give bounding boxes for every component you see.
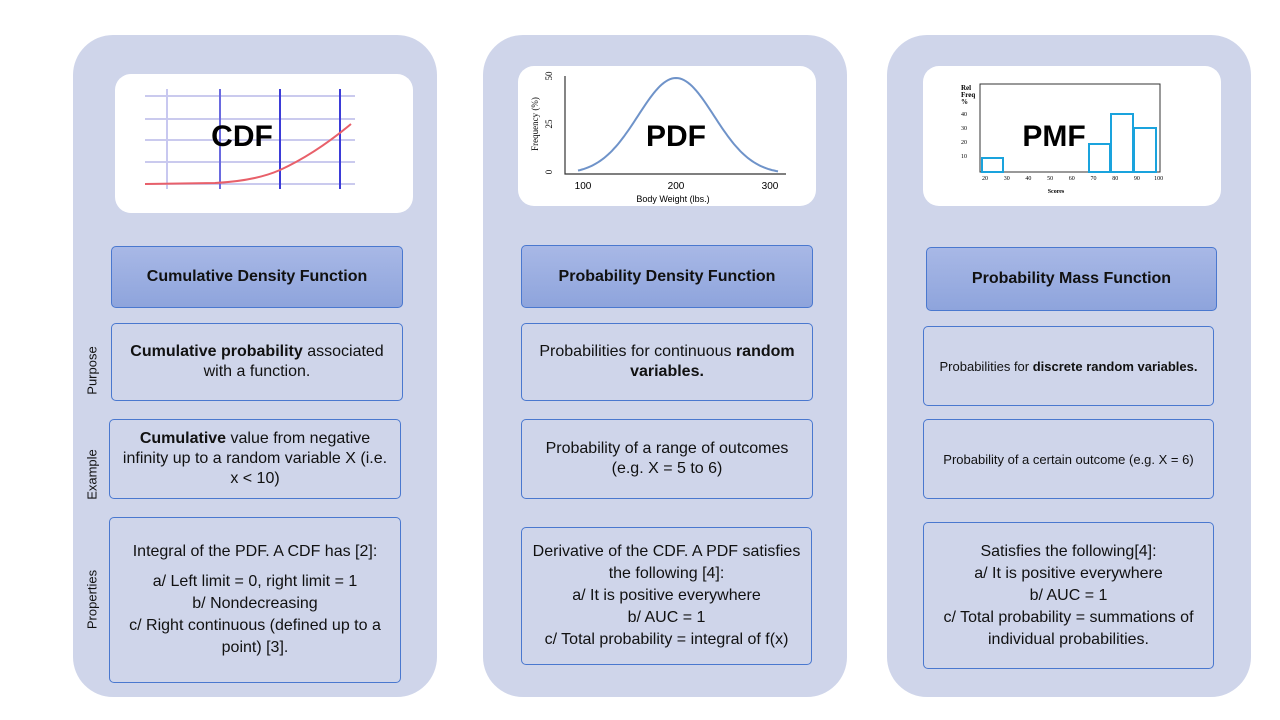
property-line: a/ It is positive everywhere [572, 587, 761, 604]
column-header: Probability Mass Function [926, 247, 1217, 311]
property-line: Integral of the PDF. A CDF has [2]: [132, 543, 378, 560]
properties-box: Satisfies the following[4]: a/ It is posi… [923, 522, 1214, 669]
purpose-text: Cumulative probability associated with a… [120, 342, 394, 382]
axis-label: Scores [1048, 189, 1065, 195]
axis-label: % [961, 98, 968, 106]
column-header: Probability Density Function [521, 245, 813, 308]
purpose-box: Cumulative probability associated with a… [111, 323, 403, 401]
axis-label: Freq [961, 91, 975, 99]
tick-label: 30 [1004, 176, 1010, 182]
thumbnail-label: PDF [646, 120, 706, 153]
bar [1110, 113, 1134, 173]
example-box: Cumulative value from negative infinity … [109, 419, 401, 499]
tick-label: 200 [668, 181, 685, 192]
text-segment: discrete random variables. [1032, 358, 1198, 374]
example-box: Probability of a certain outcome (e.g. X… [923, 419, 1214, 499]
text-segment: value from negative infinity up to a ran… [122, 430, 388, 487]
tick-label: 40 [1025, 176, 1031, 182]
property-line: c/ Total probability = integral of f(x) [544, 631, 789, 648]
tick-label: 40 [961, 112, 967, 118]
properties-box: Integral of the PDF. A CDF has [2]: a/ Le… [109, 517, 401, 683]
axes [564, 76, 786, 175]
text-segment: Probabilities for continuous [539, 343, 736, 360]
tick-label: 90 [1134, 176, 1140, 182]
tick-label: 70 [1091, 176, 1097, 182]
plot-frame [979, 83, 1161, 173]
text-segment: Probabilities for [939, 358, 1033, 374]
text-segment: Probability of a range of outcomes (e.g.… [545, 440, 789, 477]
text-segment: associated with a function. [203, 343, 384, 380]
axis-label: Body Weight (lbs.) [636, 194, 709, 204]
tick-label: 30 [961, 126, 967, 132]
bar [1088, 143, 1111, 173]
tick-label: 100 [575, 181, 592, 192]
tick-label: 20 [982, 176, 988, 182]
example-box: Probability of a range of outcomes (e.g.… [521, 419, 813, 499]
property-line: Derivative of the CDF. A PDF satisfies t… [532, 543, 801, 582]
property-line: b/ AUC = 1 [1029, 586, 1108, 604]
axis-label: Frequency (%) [530, 97, 540, 151]
row-label: Example [84, 449, 100, 500]
purpose-text: Probabilities for discrete random variab… [940, 358, 1198, 375]
bar [981, 157, 1004, 173]
tick-label: 100 [1154, 176, 1163, 182]
tick-label: 0 [544, 169, 554, 174]
properties-box: Derivative of the CDF. A PDF satisfies t… [521, 527, 812, 665]
text-segment: Probability of a certain outcome (e.g. X… [943, 451, 1194, 467]
purpose-box: Probabilities for continuous random vari… [521, 323, 813, 401]
bell-curve [577, 76, 779, 173]
text-segment: Cumulative probability [130, 343, 303, 360]
text-segment: random variables. [630, 343, 795, 380]
example-text: Cumulative value from negative infinity … [118, 429, 392, 489]
tick-label: 10 [961, 154, 967, 160]
property-line: a/ It is positive everywhere [974, 564, 1163, 582]
purpose-box: Probabilities for discrete random variab… [923, 326, 1214, 406]
property-line: a/ Left limit = 0, right limit = 1 [152, 573, 358, 590]
tick-label: 80 [1112, 176, 1118, 182]
thumbnail: Rel Freq% 40 30 20 10 20 30 40 50 60 70 80 90 100 Score… [923, 66, 1221, 206]
property-line: Satisfies the following[4]: [980, 542, 1157, 560]
tick-label: 50 [544, 71, 554, 81]
tick-label: 25 [544, 119, 554, 129]
tick-label: 300 [762, 181, 779, 192]
thumbnail-graphic: CDF [144, 89, 355, 189]
curve [144, 123, 352, 185]
row-label: Properties [84, 569, 100, 630]
thumbnail: CDF [115, 74, 413, 213]
example-text: Probability of a range of outcomes (e.g.… [530, 439, 804, 479]
thumbnail-graphic: 50 25 0 Frequency (%) 100 200 300 Body Weight (… [530, 71, 786, 204]
row-label: Purpose [84, 346, 100, 395]
axis-label: Rel [961, 84, 971, 92]
thumbnail-label: PMF [1022, 120, 1085, 153]
tick-label: 60 [1069, 176, 1075, 182]
property-line: b/ AUC = 1 [627, 609, 706, 626]
text-segment: Cumulative [139, 430, 227, 447]
property-line: c/ Total probability = summations of ind… [943, 608, 1194, 648]
property-line: c/ Right continuous (defined up to a poi… [129, 617, 381, 656]
thumbnail: 50 25 0 Frequency (%) 100 200 300 Body Weight (… [518, 66, 816, 206]
tick-label: 50 [1047, 176, 1053, 182]
bar [1133, 127, 1157, 173]
example-text: Probability of a certain outcome (e.g. X… [943, 451, 1193, 468]
purpose-text: Probabilities for continuous random vari… [530, 342, 804, 382]
column-header: Cumulative Density Function [111, 246, 403, 308]
property-line: b/ Nondecreasing [192, 595, 318, 612]
tick-label: 20 [961, 140, 967, 146]
thumbnail-label: CDF [211, 120, 273, 153]
